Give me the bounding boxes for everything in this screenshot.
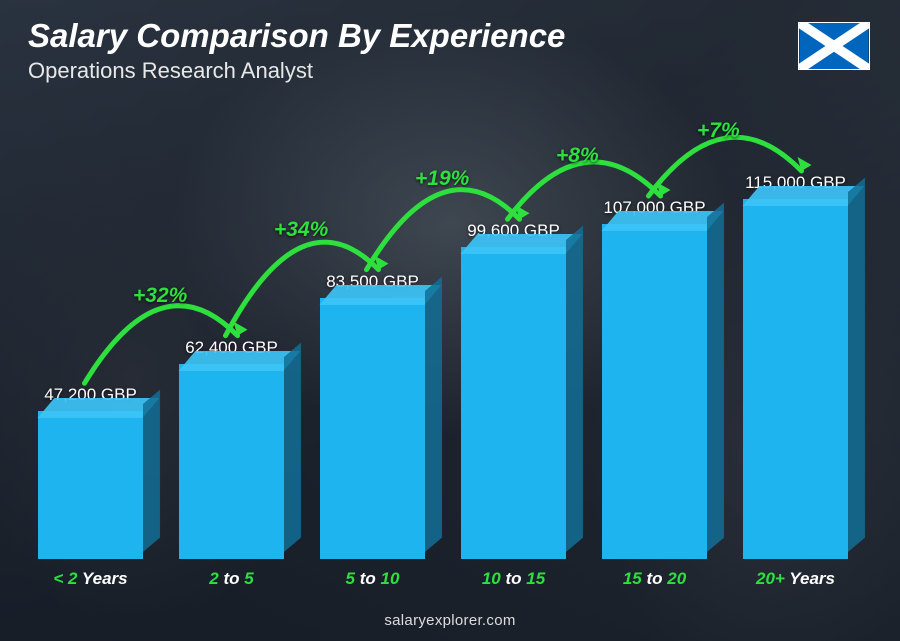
bar [461,247,566,559]
bar [602,224,707,559]
bar-slot: 83,500 GBP [310,272,435,559]
growth-percent-label: +7% [697,119,740,143]
header: Salary Comparison By Experience Operatio… [28,18,565,84]
bar-slot: 107,000 GBP [592,198,717,559]
footer-credit: salaryexplorer.com [0,612,900,629]
bar [38,411,143,559]
chart-container: Salary Comparison By Experience Operatio… [0,0,900,641]
x-axis-label: 15 to 20 [592,569,717,589]
bar [743,199,848,559]
scotland-flag-icon [798,22,870,70]
bar-slot: 99,600 GBP [451,221,576,559]
x-axis-label: 10 to 15 [451,569,576,589]
bar-slot: 47,200 GBP [28,385,153,559]
x-axis-label: 5 to 10 [310,569,435,589]
x-axis-label: 2 to 5 [169,569,294,589]
bar-slot: 115,000 GBP [733,173,858,559]
bar [320,298,425,559]
bar-chart: 47,200 GBP62,400 GBP83,500 GBP99,600 GBP… [28,129,858,589]
bar-slot: 62,400 GBP [169,338,294,559]
bar [179,364,284,559]
x-axis-label: < 2 Years [28,569,153,589]
chart-subtitle: Operations Research Analyst [28,58,565,84]
chart-title: Salary Comparison By Experience [28,18,565,54]
x-axis-label: 20+ Years [733,569,858,589]
